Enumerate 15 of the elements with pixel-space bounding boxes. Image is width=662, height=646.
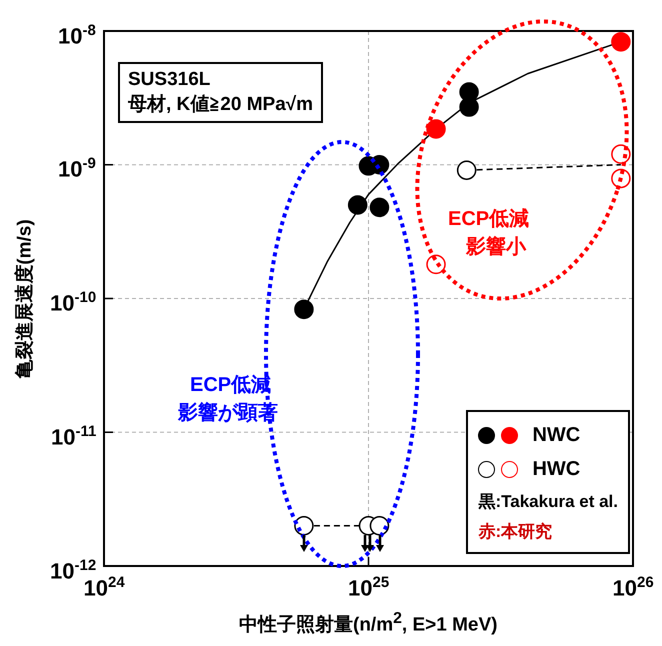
y-tick-label: 10$^{-10}$	[50, 289, 96, 316]
annotation: 赤:本研究	[478, 520, 554, 542]
legend-label: HWC	[532, 458, 580, 480]
y-tick-label: 10$^{-8}$	[58, 22, 96, 49]
x-tick-label: 10$^{26}$	[612, 574, 654, 602]
y-tick-label: 10$^{-9}$	[58, 155, 96, 183]
y-tick-label: 10$^{-11}$	[51, 422, 96, 450]
legend-label: NWC	[532, 424, 580, 446]
x-axis-title: 中性子照射量(n/m$^{2}$, E>1 MeV)	[239, 610, 498, 638]
y-axis-title: 亀裂進展速度(m/s)	[13, 218, 36, 378]
x-tick-label: 10$^{25}$	[348, 574, 390, 602]
annotation: SUS316L 母材, K値≧20 MPa√m	[118, 62, 324, 124]
annotation: ECP低減	[448, 207, 530, 232]
annotation: 黒:Takakura et al.	[478, 490, 618, 512]
annotation: 影響小	[466, 234, 526, 260]
